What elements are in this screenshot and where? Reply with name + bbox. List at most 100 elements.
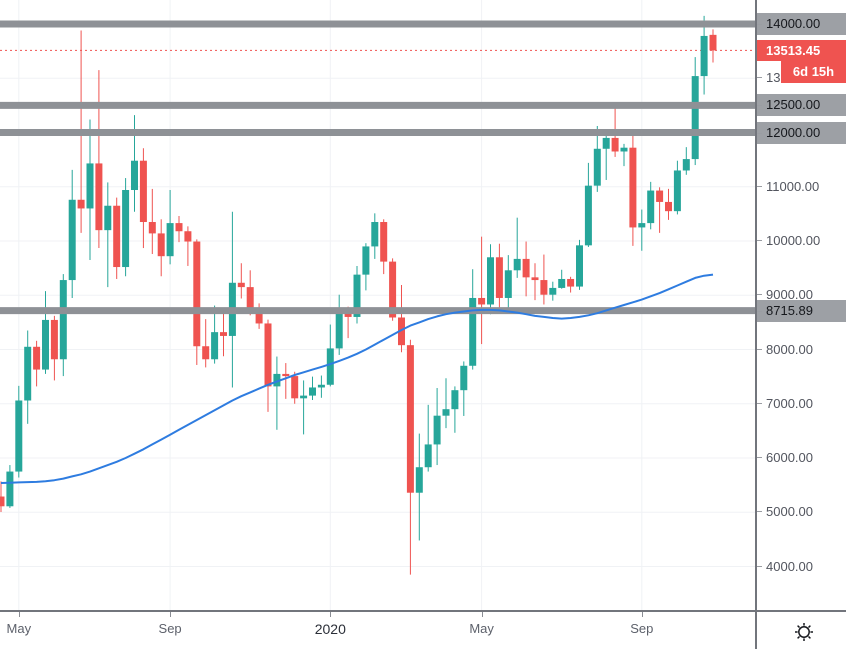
candle [326,324,334,387]
candle [424,404,432,472]
candle [202,319,210,368]
time-tick-mark [641,612,643,617]
candle [584,162,592,247]
candle [576,239,583,290]
candle [380,219,388,275]
candle [513,217,521,278]
candle [59,274,67,377]
candle [433,388,441,466]
candle [166,190,174,265]
price-tick: 7000.00 [757,395,846,413]
time-scale[interactable]: May Sep 2020 May Sep [0,610,755,649]
candle [273,356,281,430]
price-tick: 6000.00 [757,449,846,467]
price-scale[interactable]: 13000.0012000.0011000.0010000.009000.008… [755,0,846,610]
price-tick: 8000.00 [757,341,846,359]
tick-dash [757,240,762,241]
price-tick: 4000.00 [757,558,846,576]
candle [504,255,512,314]
candle [442,378,450,429]
candle [42,291,49,374]
candle [469,269,477,370]
candle [104,182,112,288]
sun-icon [795,623,813,641]
candle [460,361,468,416]
candle [398,284,405,353]
level-lines [0,20,755,315]
candle [629,129,637,246]
candle [335,294,343,355]
candles-layer [0,15,717,575]
candle [193,239,201,365]
candle [184,226,192,266]
tick-dash [757,185,762,187]
grid-lines [0,0,755,610]
last-price-label: 13513.45 [757,39,846,61]
candle [157,219,165,277]
candle [33,340,41,387]
candle [362,243,370,291]
tick-dash [757,511,762,513]
candle [478,236,486,345]
last-price-value: 13513.45 [766,42,821,58]
candle [309,376,316,400]
candle [113,197,121,279]
scale-settings-corner [755,610,846,649]
tick-dash [757,348,762,350]
chart-svg [0,0,755,610]
candle [237,263,245,299]
level-price-label: 8715.89 [757,299,846,322]
time-tick-mark [18,612,20,617]
level-price-label: 14000.00 [757,13,846,35]
candle [700,15,708,95]
candle [353,265,361,324]
level-price-label: 12500.00 [757,94,846,117]
candle [68,169,76,298]
candle [691,57,699,166]
candle [291,371,299,404]
candle [620,143,628,167]
tick-dash [757,77,762,79]
candle [371,213,379,259]
candle [567,276,575,293]
candle [602,129,610,180]
candle [317,375,325,398]
candle [86,119,94,260]
level-price-label: 12000.00 [757,121,846,144]
candle [673,160,681,215]
candle [451,386,459,433]
candle [593,125,601,192]
candle [665,188,672,220]
tick-dash [757,310,762,312]
candle [264,319,272,412]
candle [15,385,23,478]
tick-dash [757,402,762,404]
time-tick-mark [481,612,483,617]
chart-canvas[interactable] [0,0,755,610]
countdown-value: 6d 15h [792,63,835,79]
price-tick: 5000.00 [757,503,846,521]
time-tick-mark [330,612,332,617]
candle [522,241,530,297]
time-label-month: May [6,621,32,636]
candle [487,244,494,315]
candle [540,254,548,305]
tick-dash [757,132,762,134]
candle [638,209,646,251]
candle [95,70,103,249]
candle [549,281,557,301]
candle [415,433,423,541]
candle [6,465,14,508]
candle [406,339,414,575]
tick-dash [757,565,762,567]
time-label-month: Sep [158,621,182,636]
sun-icon-button[interactable] [791,619,817,645]
candle [709,29,717,63]
time-label-month: May [469,621,494,636]
candle [139,148,147,249]
candle [0,481,5,512]
candle [50,315,58,381]
time-label-year: 2020 [314,621,346,637]
tick-dash [757,105,762,107]
